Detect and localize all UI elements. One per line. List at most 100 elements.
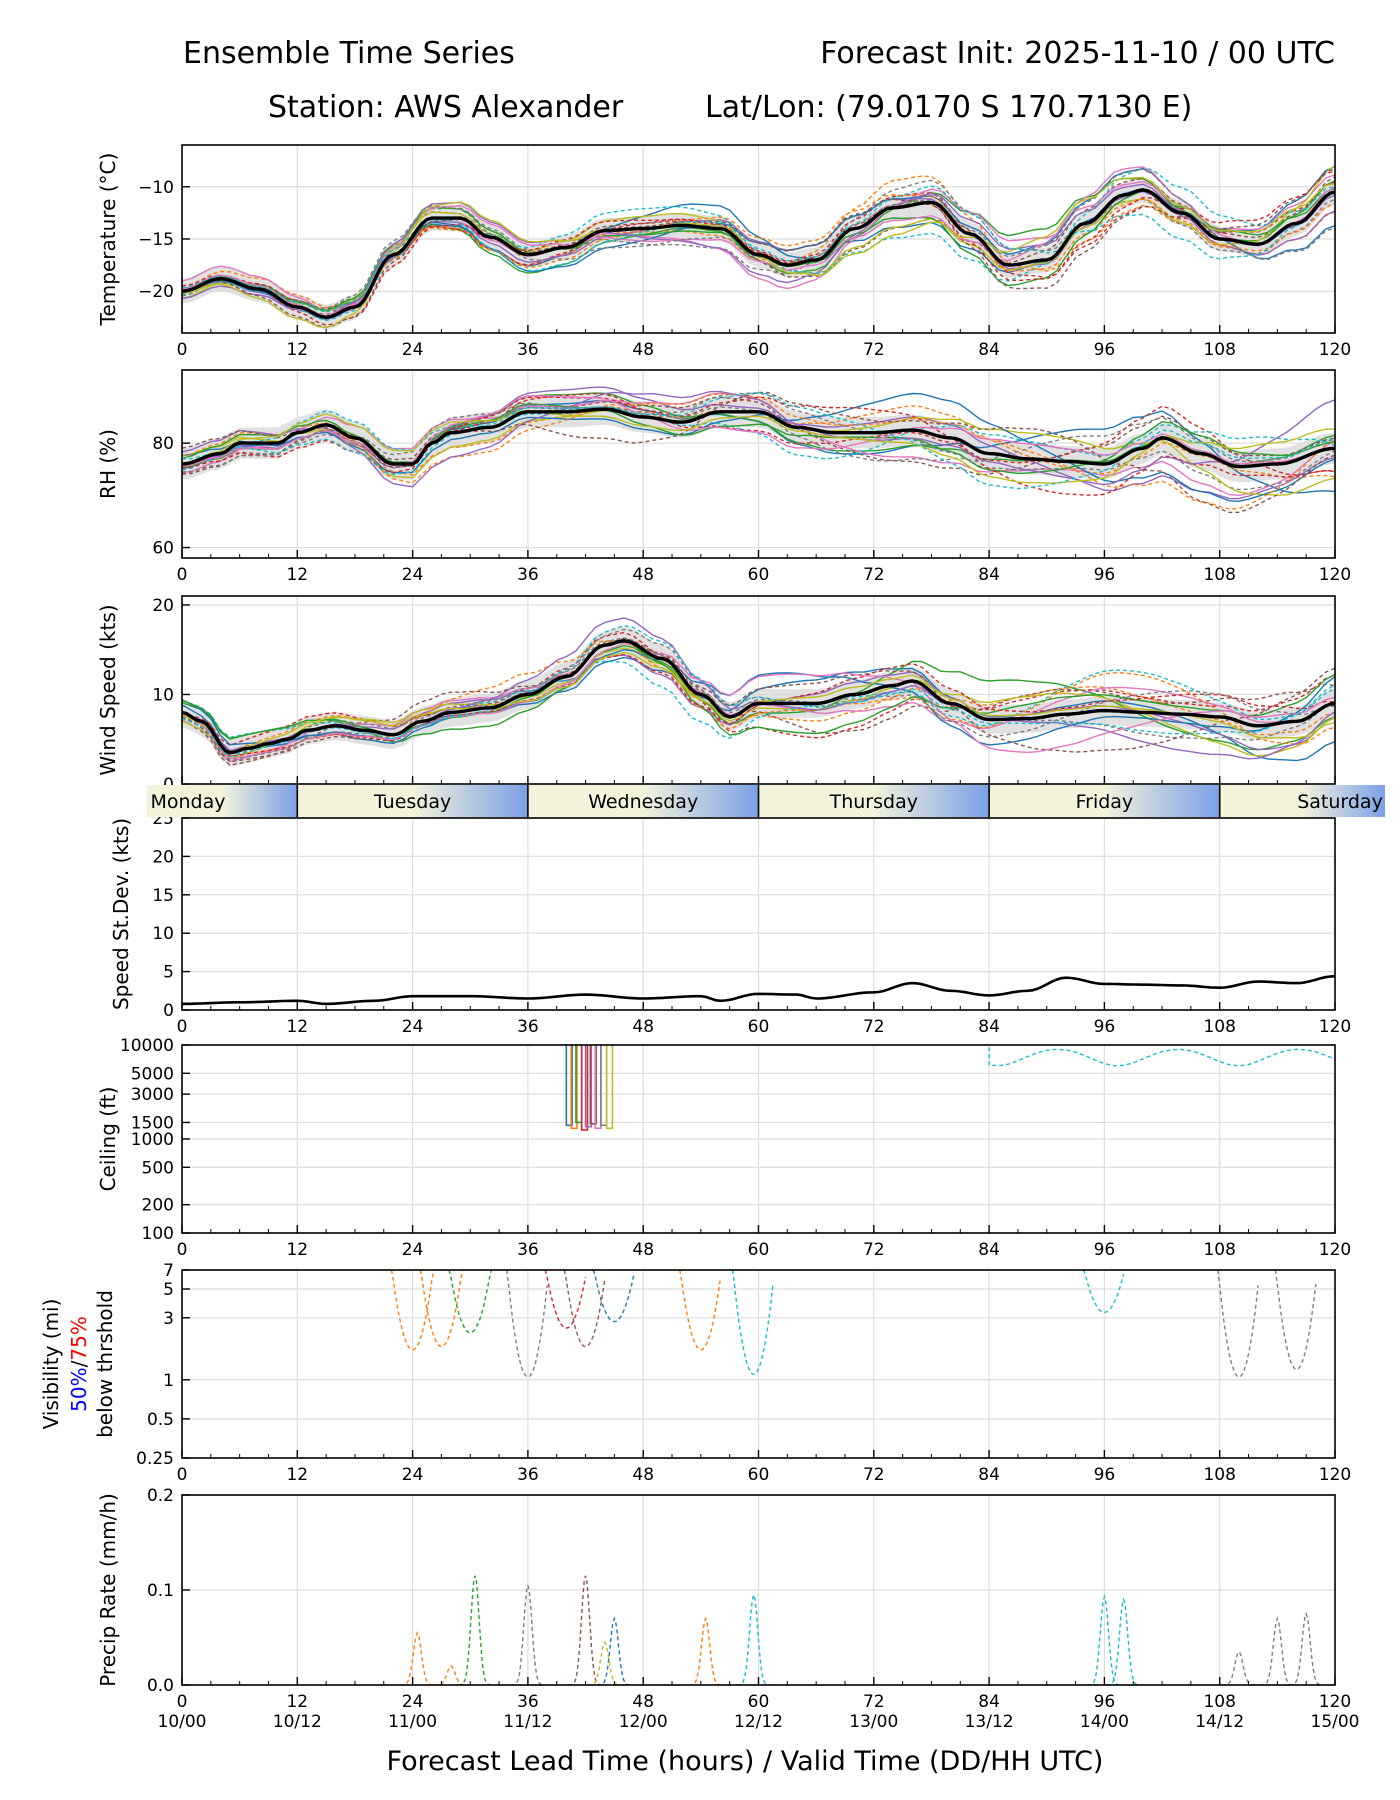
x-tick-label: 108 xyxy=(1203,1240,1235,1260)
x-tick-label: 24 xyxy=(402,340,424,360)
precip-member-line xyxy=(688,1616,723,1685)
ensemble-member-line xyxy=(182,167,1335,329)
x-tick-label: 60 xyxy=(748,1017,770,1037)
y-tick-label: 3000 xyxy=(131,1085,174,1105)
ensemble-member-line xyxy=(182,185,1335,313)
y-tick-label: 100 xyxy=(142,1224,174,1244)
x-tick-label: 96 xyxy=(1094,1240,1116,1260)
x-tick-label: 108 xyxy=(1203,340,1235,360)
y-tick-label: −20 xyxy=(138,282,174,302)
x-tick-label: 72 xyxy=(863,1692,885,1712)
day-label-friday: Friday xyxy=(1076,791,1134,813)
x-tick-label: 48 xyxy=(632,340,654,360)
y-tick-label: 200 xyxy=(142,1196,174,1216)
visibility-member-line xyxy=(390,1270,435,1351)
x-tick-label: 72 xyxy=(863,1017,885,1037)
y-tick-label: 60 xyxy=(152,539,174,559)
ensemble-member-line xyxy=(182,175,1335,309)
x-tick-label: 0 xyxy=(177,1465,188,1485)
mean-line-rh xyxy=(182,407,1335,469)
day-label-wednesday: Wednesday xyxy=(588,791,698,813)
visibility-member-line xyxy=(563,1270,606,1348)
x-tick-label: 96 xyxy=(1094,1465,1116,1485)
x-tick-label: 96 xyxy=(1094,1692,1116,1712)
valid-time-label: 14/00 xyxy=(1080,1712,1129,1732)
panel-visibility: 0.25 0.5 1 3 57 0 12 24 36 48 60 72 84 96 108 120 Visibi… xyxy=(39,1261,1351,1485)
content-temperature xyxy=(182,165,1335,330)
x-tick-label: 84 xyxy=(978,565,1000,585)
precip-member-line xyxy=(457,1575,493,1685)
y-tick-label: −15 xyxy=(138,230,174,250)
ensemble-member-line xyxy=(182,170,1335,326)
spread-band xyxy=(182,626,1335,767)
panel-wind_speed: 0102001224364860728496108120Wind Speed (… xyxy=(96,595,1351,811)
y-axis-label-below: below thrshold xyxy=(93,1290,117,1438)
x-tick-label: 72 xyxy=(863,340,885,360)
y-tick-label: 0.1 xyxy=(147,1581,174,1601)
ensemble-member-line xyxy=(182,409,1335,484)
x-tick-label: 48 xyxy=(632,1240,654,1260)
ensemble-member-line xyxy=(182,396,1335,476)
ensemble-member-line xyxy=(182,648,1335,746)
valid-time-label: 14/12 xyxy=(1195,1712,1244,1732)
ensemble-member-line xyxy=(182,624,1335,758)
precip-member-line xyxy=(510,1585,546,1685)
visibility-member-line xyxy=(448,1270,493,1334)
visibility-member-line xyxy=(419,1270,464,1348)
title-left: Ensemble Time Series xyxy=(183,36,515,71)
mean-line-speed_stdev xyxy=(182,974,1335,1006)
x-tick-label: 60 xyxy=(748,1240,770,1260)
x-tick-label: 84 xyxy=(978,1692,1000,1712)
x-tick-label: 0 xyxy=(177,340,188,360)
ensemble-member-line xyxy=(182,181,1335,313)
content-visibility xyxy=(390,1270,1317,1378)
valid-time-label: 15/00 xyxy=(1311,1712,1360,1732)
ensemble-member-line xyxy=(182,396,1335,496)
x-tick-label: 108 xyxy=(1203,565,1235,585)
y-tick-label: 20 xyxy=(152,596,174,616)
valid-time-label: 11/12 xyxy=(503,1712,552,1732)
x-tick-label: 60 xyxy=(748,340,770,360)
ceiling-member-line xyxy=(988,1047,1335,1067)
x-tick-label: 84 xyxy=(978,1465,1000,1485)
precip-member-line xyxy=(1221,1650,1255,1685)
y-tick-label: 5 xyxy=(163,1280,174,1300)
x-tick-label: 108 xyxy=(1203,1465,1235,1485)
x-tick-label: 108 xyxy=(1203,1017,1235,1037)
y-tick-label: 0.25 xyxy=(136,1449,174,1469)
day-cell xyxy=(758,785,990,817)
y-tick-label: 10 xyxy=(152,685,174,705)
x-tick-label: 60 xyxy=(748,1692,770,1712)
x-tick-label: 48 xyxy=(632,1692,654,1712)
x-tick-label: 120 xyxy=(1319,1240,1351,1260)
x-tick-label: 120 xyxy=(1319,565,1351,585)
ensemble-member-line xyxy=(182,168,1335,310)
x-tick-label: 84 xyxy=(978,1017,1000,1037)
x-tick-label: 24 xyxy=(402,1017,424,1037)
ensemble-member-line xyxy=(182,392,1335,510)
ceiling-member-line xyxy=(589,1045,597,1125)
x-tick-label: 96 xyxy=(1094,565,1116,585)
precip-member-line xyxy=(433,1665,469,1685)
valid-time-label: 11/00 xyxy=(388,1712,437,1732)
x-tick-label: 108 xyxy=(1203,1692,1235,1712)
x-tick-label: 84 xyxy=(978,340,1000,360)
x-tick-label: 36 xyxy=(517,565,539,585)
y-tick-label: 1500 xyxy=(131,1113,174,1133)
seventy-five-percent-label: 75% xyxy=(67,1316,91,1360)
content-precip xyxy=(400,1575,1323,1685)
fifty-percent-label: 50% xyxy=(67,1367,91,1411)
x-tick-label: 72 xyxy=(863,1240,885,1260)
panel-temperature: −20 −15 −10 0 12 24 36 48 60 72 84 96 108 120 Temperat… xyxy=(96,144,1351,360)
x-tick-label: 36 xyxy=(517,1692,539,1712)
y-tick-label: 7 xyxy=(163,1261,174,1281)
x-axis-label: Forecast Lead Time (hours) / Valid Time … xyxy=(387,1746,1104,1777)
ensemble-member-line xyxy=(182,660,1335,740)
ceiling-member-line xyxy=(565,1045,573,1127)
content-ceiling xyxy=(565,1045,1335,1131)
latlon-label: Lat/Lon: (79.0170 S 170.7130 E) xyxy=(705,90,1192,125)
x-tick-label: 84 xyxy=(978,1240,1000,1260)
y-axis-label: RH (%) xyxy=(96,429,120,499)
x-tick-label: 0 xyxy=(177,1017,188,1037)
ensemble-member-line xyxy=(182,391,1335,514)
